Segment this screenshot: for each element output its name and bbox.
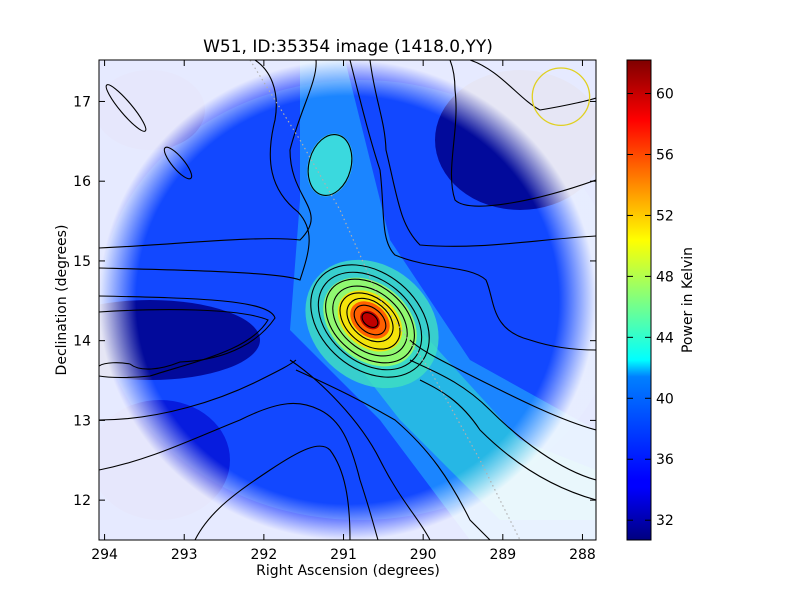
x-tick-label: 292 [251, 547, 278, 563]
colorbar-tick-label: 56 [656, 147, 674, 163]
plot-frame [98, 59, 597, 541]
chart-title: W51, ID:35354 image (1418.0,YY) [203, 37, 493, 57]
y-tick-label: 16 [73, 174, 91, 190]
colorbar: 32 36 40 44 48 52 56 60 Power in Kelvin [626, 59, 696, 541]
colorbar-frame [626, 59, 652, 541]
x-tick-label: 293 [171, 547, 198, 563]
heatmap-layer [99, 60, 596, 540]
y-tick-label: 13 [73, 413, 91, 429]
x-axis-label: Right Ascension (degrees) [256, 563, 440, 579]
y-tick-label: 14 [73, 334, 91, 350]
plot-area: 294 293 292 291 290 289 288 12 13 14 15 16 17 [73, 59, 597, 563]
y-tick-label: 12 [73, 493, 91, 509]
y-tick-label: 15 [73, 254, 91, 270]
y-axis-label: Declination (degrees) [54, 225, 70, 376]
colorbar-ticks: 32 36 40 44 48 52 56 60 [627, 87, 674, 529]
x-tick-label: 290 [410, 547, 437, 563]
beam-circle [531, 67, 591, 127]
y-tick-label: 17 [73, 94, 91, 110]
colorbar-gradient [627, 60, 651, 540]
colorbar-tick-label: 32 [656, 513, 674, 529]
colorbar-tick-label: 44 [656, 330, 674, 346]
colorbar-tick-label: 40 [656, 391, 674, 407]
x-axis: 294 293 292 291 290 289 288 [91, 60, 596, 563]
colorbar-tick-label: 36 [656, 452, 674, 468]
x-tick-label: 289 [489, 547, 516, 563]
colorbar-tick-label: 60 [656, 87, 674, 103]
colorbar-label: Power in Kelvin [680, 247, 696, 353]
colorbar-tick-label: 52 [656, 208, 674, 224]
x-tick-label: 288 [569, 547, 596, 563]
x-tick-label: 294 [91, 547, 118, 563]
colorbar-tick-label: 48 [656, 269, 674, 285]
y-axis: 12 13 14 15 16 17 [73, 94, 596, 509]
x-tick-label: 291 [330, 547, 357, 563]
contour-lines [99, 60, 596, 540]
